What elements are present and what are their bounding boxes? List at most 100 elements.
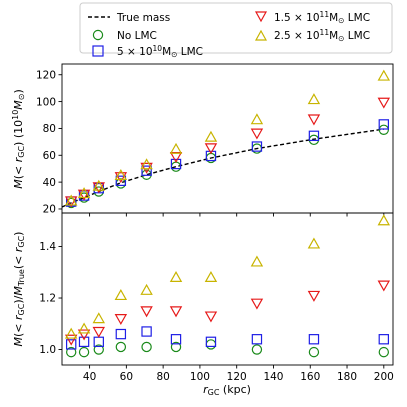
x-tick-label: 200 — [374, 371, 394, 383]
no-lmc-point — [170, 161, 182, 172]
y-tick-label: 20 — [43, 204, 56, 216]
legend-marker-1.5e11-lmc — [254, 11, 268, 23]
lmc-5e10-point — [78, 336, 90, 348]
x-tick-label: 100 — [190, 371, 210, 383]
x-tick-label: 140 — [263, 371, 283, 383]
bottom-panel: 1.0 1.2 1.4 40 60 80 100 120 140 160 180 200 M(< r… — [12, 212, 394, 383]
y-tick-label: 1.2 — [39, 293, 56, 305]
lmc-2.5e11-point — [169, 142, 183, 154]
x-tick-label: 180 — [337, 371, 357, 383]
lmc-5e10-point — [115, 328, 127, 340]
lmc-1.5e11-point — [140, 306, 153, 318]
no-lmc-point — [205, 339, 217, 350]
lmc-5e10-point — [308, 334, 320, 345]
lmc-1.5e11-point — [114, 314, 128, 326]
lmc-2.5e11-point — [77, 187, 91, 199]
legend-label-no-lmc: No LMC — [117, 30, 157, 42]
lmc-2.5e11-point — [77, 322, 91, 334]
lmc-2.5e11-point — [114, 168, 128, 181]
top-panel: 20 40 60 80 100 120 M(< rGC) (1010M⊙) — [11, 63, 394, 217]
lmc-5e10-point — [378, 119, 390, 130]
lmc-5e10-point — [65, 339, 77, 350]
no-lmc-point — [93, 344, 104, 355]
y-tick-label: 1.4 — [39, 241, 56, 253]
true-mass-line — [61, 128, 384, 208]
x-tick-label: 40 — [83, 371, 96, 383]
lmc-2.5e11-point — [64, 194, 78, 206]
lmc-5e10-point — [205, 336, 217, 348]
y-tick-label: 80 — [43, 123, 56, 135]
legend-label-true-mass: True mass — [116, 12, 170, 24]
no-lmc-point — [378, 124, 390, 135]
lmc-1.5e11-point — [77, 189, 91, 201]
top-panel-marks — [61, 69, 391, 209]
y-tick-label: 60 — [43, 150, 56, 162]
lmc-5e10-point — [251, 141, 263, 152]
bottom-panel-y-ticks: 1.0 1.2 1.4 — [39, 241, 62, 356]
lmc-5e10-point — [308, 130, 320, 142]
no-lmc-point — [78, 346, 90, 358]
lmc-5e10-point — [141, 165, 152, 176]
no-lmc-point — [141, 341, 152, 353]
lmc-1.5e11-point — [204, 311, 218, 323]
lmc-1.5e11-point — [140, 162, 153, 174]
lmc-1.5e11-point — [377, 280, 391, 292]
lmc-1.5e11-point — [377, 97, 391, 109]
legend-marker-2.5e11-lmc — [254, 29, 268, 41]
no-lmc-point — [115, 341, 127, 353]
lmc-1.5e11-point — [204, 143, 218, 155]
legend-label-2.5e11-lmc: 2.5 × 1011M⊙ LMC — [274, 28, 370, 43]
no-lmc-point — [170, 341, 182, 353]
lmc-1.5e11-point — [64, 334, 78, 346]
lmc-2.5e11-point — [140, 283, 153, 295]
lmc-1.5e11-point — [92, 182, 106, 194]
top-panel-y-axis-label: M(< rGC) (1010M⊙) — [11, 89, 26, 189]
y-tick-label: 100 — [36, 96, 56, 108]
legend-marker-5e10-lmc — [92, 45, 104, 57]
bottom-panel-frame — [61, 212, 394, 366]
lmc-5e10-point — [170, 334, 182, 345]
lmc-2.5e11-point — [377, 69, 391, 81]
bottom-panel-marks — [64, 214, 391, 358]
x-tick-label: 60 — [120, 371, 133, 383]
legend-marker-no-lmc — [92, 29, 104, 41]
x-tick-label: 160 — [300, 371, 320, 383]
lmc-5e10-point — [115, 175, 127, 186]
y-tick-label: 120 — [36, 69, 56, 81]
x-tick-label: 80 — [156, 371, 169, 383]
legend-label-1.5e11-lmc: 1.5 × 1011M⊙ LMC — [274, 10, 370, 25]
y-tick-label: 40 — [43, 177, 56, 189]
lmc-5e10-point — [251, 334, 263, 345]
lmc-1.5e11-point — [250, 128, 264, 140]
lmc-2.5e11-point — [140, 158, 153, 170]
lmc-2.5e11-point — [250, 113, 264, 125]
y-tick-label: 1.0 — [39, 344, 56, 356]
legend-box — [79, 2, 393, 54]
lmc-5e10-point — [378, 334, 390, 345]
no-lmc-point — [308, 346, 320, 358]
lmc-2.5e11-point — [250, 255, 264, 267]
lmc-1.5e11-point — [92, 326, 106, 338]
no-lmc-point — [65, 346, 77, 358]
lmc-1.5e11-point — [169, 306, 183, 318]
lmc-2.5e11-point — [204, 130, 218, 142]
lmc-2.5e11-point — [307, 93, 321, 105]
top-panel-y-ticks: 20 40 60 80 100 120 — [36, 69, 62, 216]
lmc-2.5e11-point — [377, 214, 391, 226]
lmc-2.5e11-point — [169, 270, 183, 283]
x-axis-label: rGC (kpc) — [203, 383, 251, 397]
lmc-1.5e11-point — [307, 114, 321, 126]
lmc-1.5e11-point — [77, 329, 91, 341]
lmc-2.5e11-point — [64, 327, 78, 339]
lmc-2.5e11-point — [204, 270, 218, 283]
lmc-1.5e11-point — [250, 298, 264, 310]
top-panel-x-ticks — [89, 213, 385, 217]
bottom-panel-y-axis-label: M(< rGC)/MTrue(< rGC) — [12, 232, 26, 347]
lmc-1.5e11-point — [169, 152, 183, 164]
lmc-2.5e11-point — [307, 237, 321, 249]
lmc-2.5e11-point — [114, 289, 128, 301]
lmc-5e10-point — [205, 150, 217, 162]
lmc-2.5e11-point — [92, 312, 106, 324]
lmc-5e10-point — [170, 158, 182, 170]
lmc-2.5e11-point — [92, 179, 106, 191]
